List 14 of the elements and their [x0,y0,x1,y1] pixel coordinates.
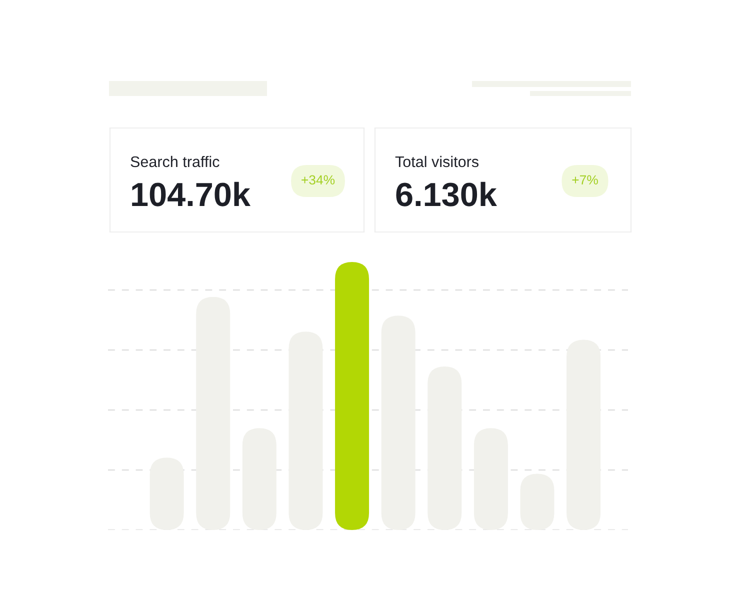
bar [474,428,508,530]
bar [242,428,276,530]
bar [288,332,323,530]
text: 6.130k [396,182,497,206]
text: Search traffic [130,156,220,168]
bar [428,366,462,530]
bar [196,296,230,530]
text: +7% [572,175,598,184]
text: Total visitors [395,156,478,168]
bar [335,262,370,530]
bar [381,316,416,530]
text: 104.70k [132,182,251,206]
text: +34% [302,175,335,185]
bar [566,340,601,530]
